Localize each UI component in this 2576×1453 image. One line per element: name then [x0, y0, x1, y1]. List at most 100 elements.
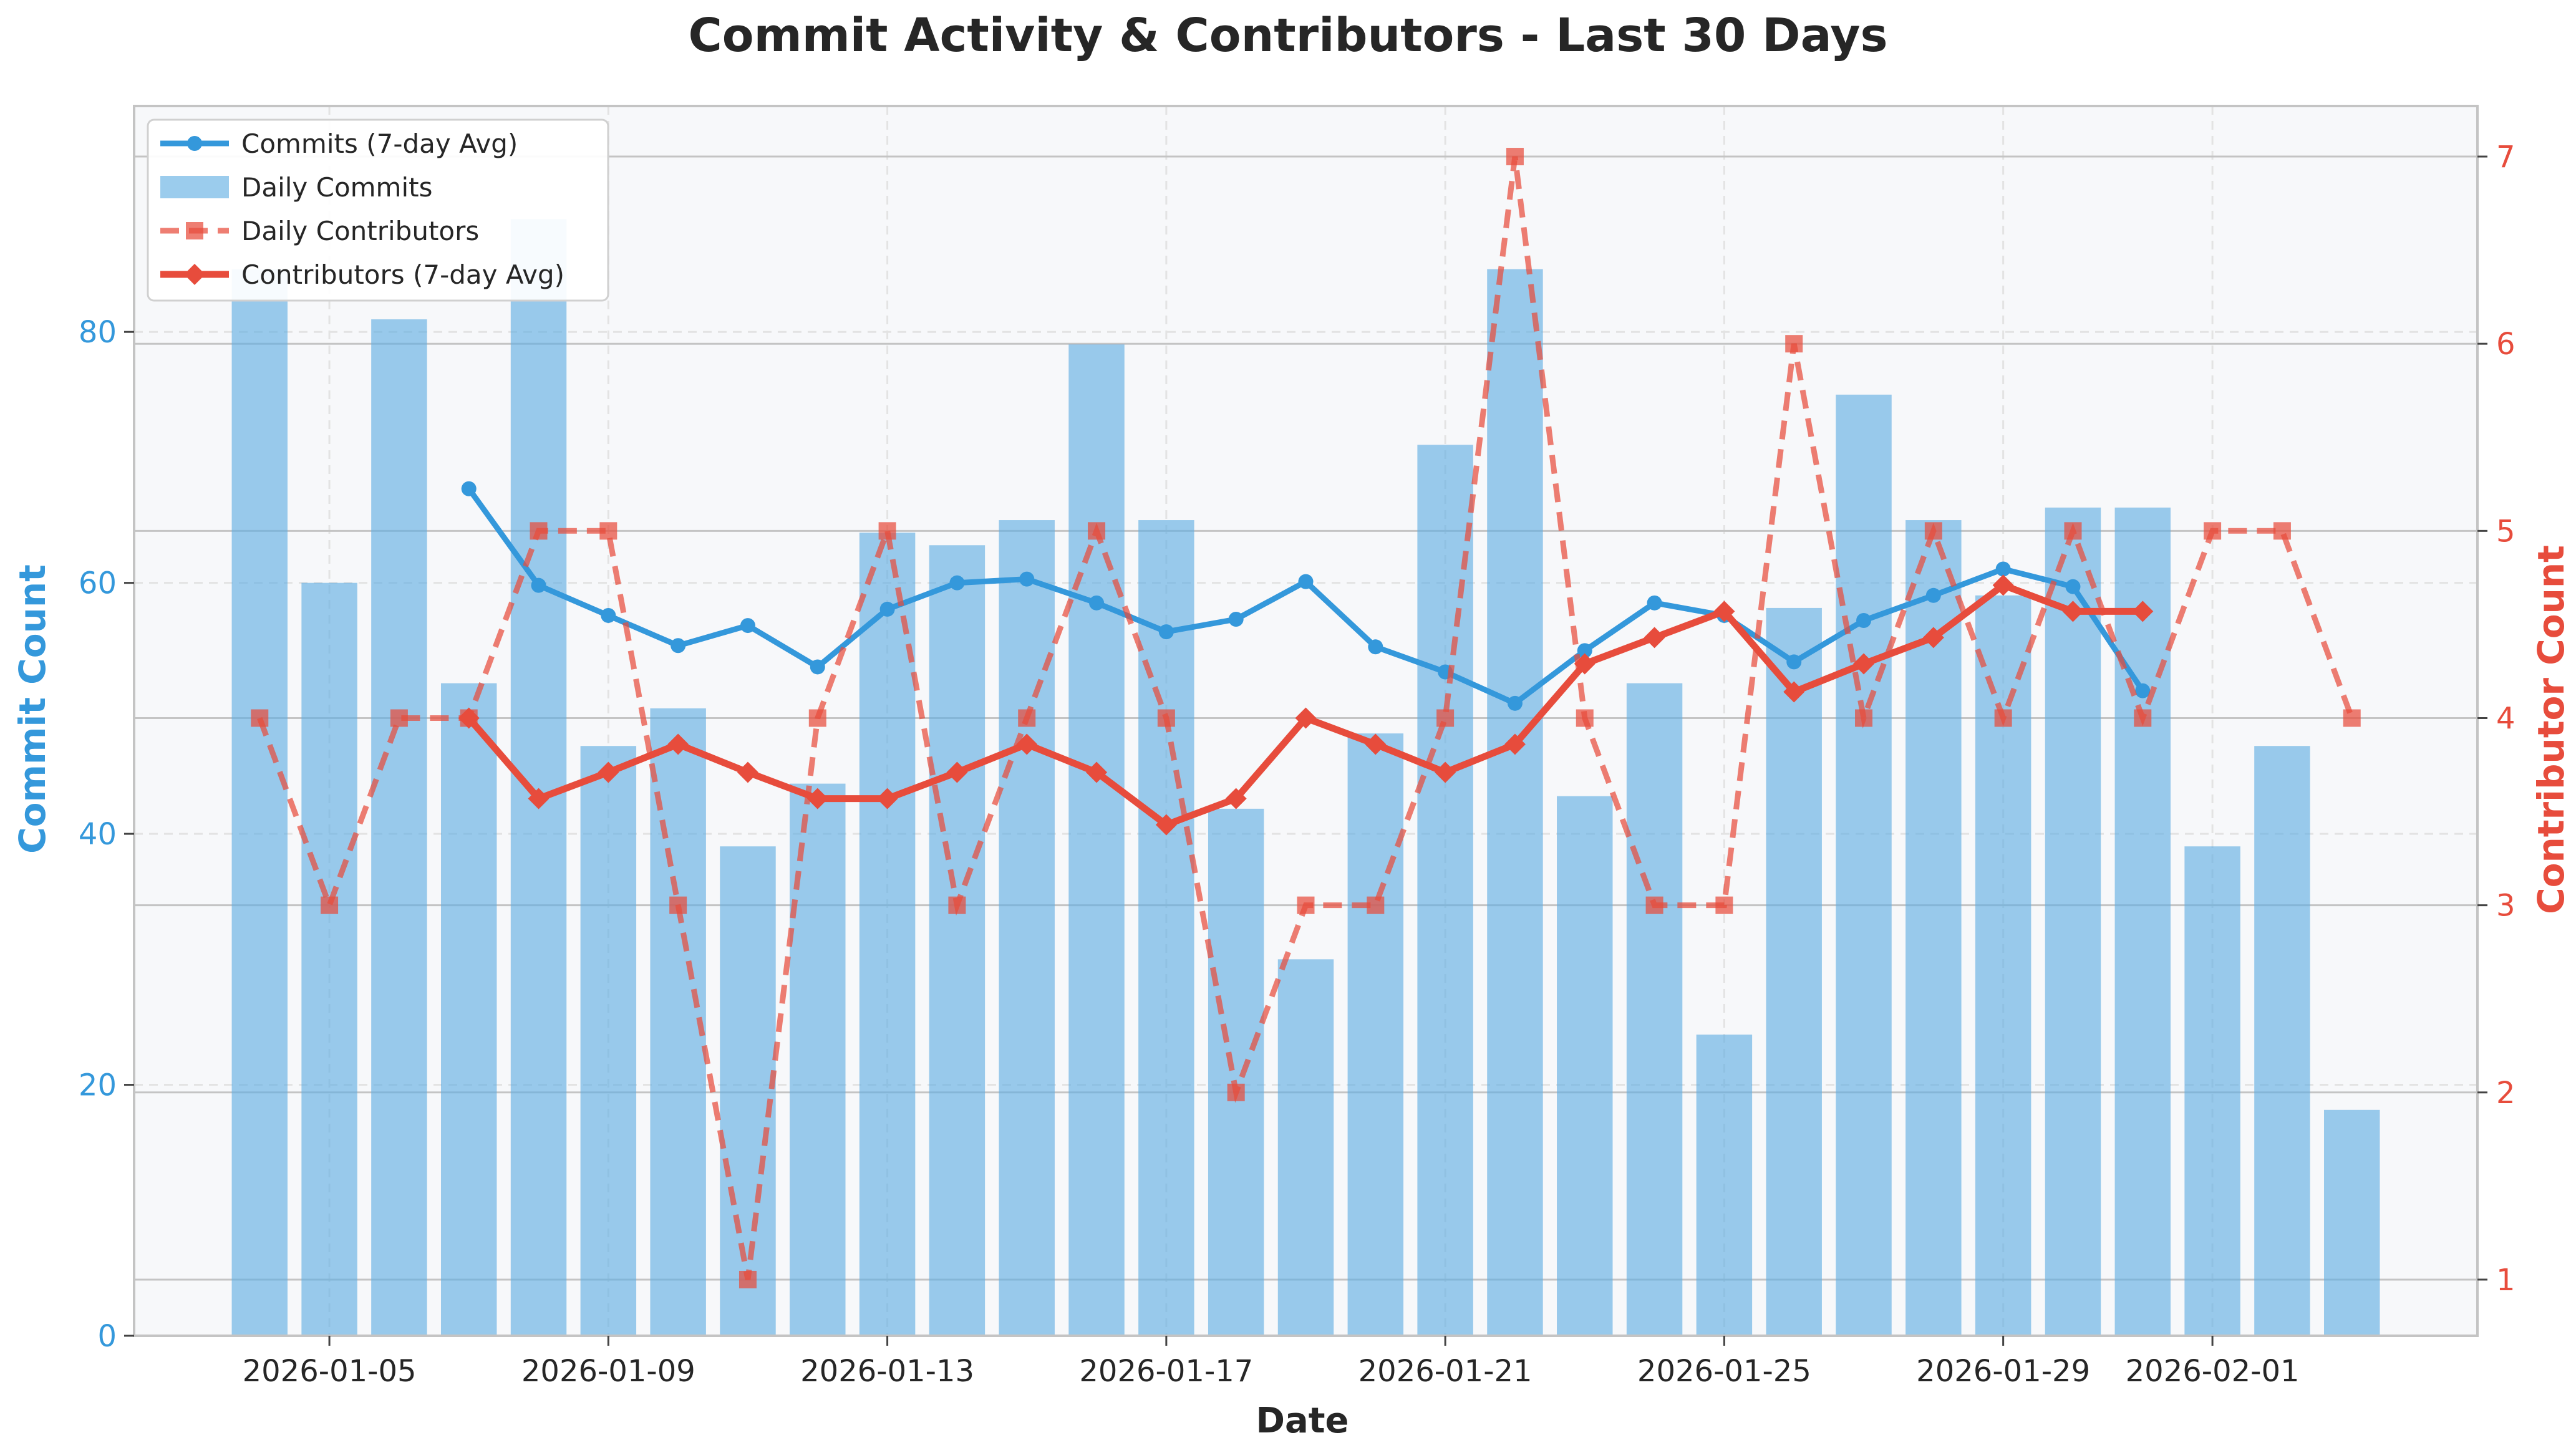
point-daily-contributors [2064, 522, 2082, 540]
point-contributors-7day-avg [1992, 574, 2014, 596]
bar-daily-commits [2254, 746, 2310, 1336]
point-commits-7day-avg [671, 638, 686, 654]
point-contributors-7day-avg [1922, 627, 1944, 649]
bar-daily-commits [2045, 507, 2101, 1336]
point-daily-contributors [2343, 709, 2361, 727]
y-right-tick-label: 4 [2496, 701, 2515, 736]
point-contributors-7day-avg [1853, 653, 1875, 675]
bar-daily-commits [999, 520, 1055, 1336]
point-commits-7day-avg [1577, 643, 1592, 659]
bar-daily-commits [1068, 344, 1125, 1336]
bar-daily-commits [1766, 607, 1822, 1336]
y-right-tick-label: 1 [2496, 1263, 2515, 1298]
point-contributors-7day-avg [1504, 733, 1526, 755]
x-axis-label: Date [1256, 1401, 1349, 1441]
legend-marker-commits-avg [187, 136, 202, 151]
point-daily-contributors [2273, 522, 2291, 540]
legend-label: Daily Commits [241, 172, 433, 203]
point-commits-7day-avg [1019, 571, 1035, 587]
point-daily-contributors [251, 709, 269, 727]
x-tick-label: 2026-01-13 [800, 1354, 974, 1389]
bar-daily-commits [1487, 269, 1543, 1336]
y-right-tick-label: 3 [2496, 889, 2515, 924]
point-contributors-7day-avg [1783, 681, 1805, 703]
point-contributors-7day-avg [2062, 601, 2084, 622]
x-tick-label: 2026-02-01 [2126, 1354, 2300, 1389]
point-contributors-7day-avg [876, 788, 898, 809]
point-daily-contributors [1367, 896, 1385, 914]
x-tick-label: 2026-01-05 [243, 1354, 417, 1389]
point-contributors-7day-avg [737, 761, 758, 783]
point-contributors-7day-avg [1365, 733, 1387, 755]
point-contributors-7day-avg [946, 761, 968, 783]
point-daily-contributors [1785, 335, 1803, 353]
point-commits-7day-avg [461, 481, 477, 496]
point-daily-contributors [1994, 709, 2012, 727]
point-daily-contributors [2134, 709, 2152, 727]
y-left-tick-label: 60 [79, 566, 117, 601]
point-daily-contributors [1227, 1083, 1245, 1101]
y-axis-left-label: Commit Count [11, 564, 54, 854]
point-contributors-7day-avg [1574, 653, 1595, 675]
legend-box [147, 118, 609, 302]
point-contributors-7day-avg [2132, 601, 2154, 622]
point-daily-contributors [738, 1270, 757, 1288]
bar-daily-commits [1626, 683, 1683, 1336]
point-daily-contributors [1715, 896, 1733, 914]
bar-daily-commits [2324, 1109, 2380, 1336]
point-commits-7day-avg [810, 659, 825, 675]
point-daily-contributors [1018, 709, 1036, 727]
legend-marker-daily-contributors [186, 222, 203, 239]
legend-label: Commits (7-day Avg) [241, 128, 518, 159]
point-commits-7day-avg [1368, 639, 1383, 655]
point-commits-7day-avg [949, 575, 965, 591]
point-daily-contributors [1157, 709, 1175, 727]
y-left-tick-label: 20 [79, 1068, 117, 1103]
bar-daily-commits [1975, 595, 2031, 1336]
point-contributors-7day-avg [1225, 788, 1247, 809]
y-left-tick-label: 0 [97, 1319, 117, 1354]
y-right-tick-label: 2 [2496, 1076, 2515, 1111]
point-daily-contributors [2204, 522, 2222, 540]
chart-title: Commit Activity & Contributors - Last 30… [688, 9, 1887, 62]
bar-daily-commits [1417, 445, 1473, 1336]
legend-marker-contributors-avg [184, 264, 205, 285]
point-daily-contributors [1855, 709, 1873, 727]
x-tick-label: 2026-01-17 [1079, 1354, 1253, 1389]
y-right-tick-label: 5 [2496, 514, 2515, 549]
point-commits-7day-avg [531, 577, 546, 593]
bar-daily-commits [1905, 520, 1962, 1336]
point-contributors-7day-avg [1016, 733, 1038, 755]
point-daily-contributors [390, 709, 408, 727]
y-right-tick-label: 6 [2496, 327, 2515, 362]
point-daily-contributors [1088, 522, 1106, 540]
bar-daily-commits [371, 319, 427, 1336]
legend-label: Daily Contributors [241, 216, 479, 246]
bar-daily-commits [1208, 808, 1264, 1336]
point-commits-7day-avg [601, 607, 616, 623]
point-commits-7day-avg [1089, 595, 1105, 611]
point-contributors-7day-avg [1295, 707, 1317, 729]
point-commits-7day-avg [1856, 613, 1872, 629]
y-left-tick-label: 40 [79, 817, 117, 852]
x-tick-label: 2026-01-29 [1916, 1354, 2090, 1389]
point-daily-contributors [1297, 896, 1315, 914]
point-contributors-7day-avg [1713, 601, 1735, 622]
bar-daily-commits [929, 545, 985, 1336]
point-commits-7day-avg [1647, 595, 1662, 611]
point-commits-7day-avg [1158, 624, 1174, 640]
point-commits-7day-avg [2135, 683, 2151, 698]
bar-daily-commits [440, 683, 497, 1336]
point-contributors-7day-avg [806, 788, 828, 809]
point-commits-7day-avg [1298, 574, 1314, 589]
bar-daily-commits [301, 582, 357, 1336]
y-left-tick-label: 80 [79, 315, 117, 350]
point-daily-contributors [1645, 896, 1663, 914]
bar-daily-commits [790, 783, 846, 1336]
bar-daily-commits [1696, 1035, 1753, 1336]
plot-frame [133, 105, 2479, 1337]
point-contributors-7day-avg [528, 788, 550, 809]
x-tick-label: 2026-01-21 [1358, 1354, 1533, 1389]
bar-daily-commits [1557, 796, 1613, 1336]
